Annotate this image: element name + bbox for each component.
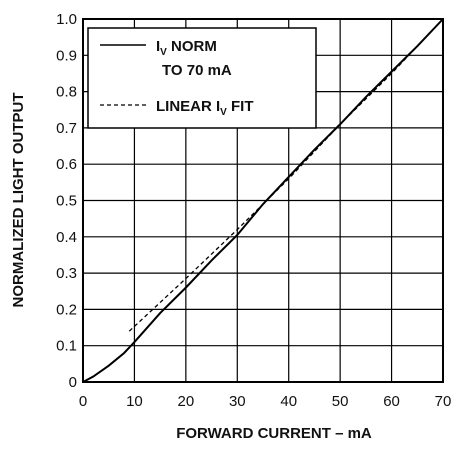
x-tick-label: 50 [332, 393, 349, 410]
y-tick-label: 0.6 [56, 156, 77, 173]
y-tick-label: 0.5 [56, 193, 77, 210]
x-tick-label: 30 [229, 393, 246, 410]
x-tick-label: 0 [79, 393, 87, 410]
y-tick-label: 0.9 [56, 47, 77, 64]
x-tick-label: 40 [280, 393, 297, 410]
y-tick-label: 0.2 [56, 301, 77, 318]
series-norm-line [82, 18, 444, 383]
x-axis-title: FORWARD CURRENT – mA [176, 425, 372, 442]
legend-label-linear: LINEAR IV FIT [156, 98, 254, 118]
legend: IV NORM TO 70 mA LINEAR IV FIT [87, 27, 317, 129]
y-tick-label: 0.4 [56, 229, 77, 246]
x-tick-label: 20 [178, 393, 195, 410]
plot-frame [82, 18, 444, 383]
legend-box [87, 27, 317, 129]
y-axis-ticks: 0 0.1 0.2 0.3 0.4 0.5 0.6 0.7 0.8 0.9 1.0 [56, 11, 77, 391]
y-tick-label: 0.8 [56, 84, 77, 101]
x-tick-label: 70 [435, 393, 452, 410]
y-tick-label: 1.0 [56, 11, 77, 28]
legend-label-norm-line2: TO 70 mA [162, 62, 232, 79]
y-tick-label: 0.3 [56, 265, 77, 282]
legend-label-norm: IV NORM [156, 38, 217, 58]
x-axis-ticks: 0 10 20 30 40 50 60 70 [79, 393, 452, 410]
x-tick-label: 10 [126, 393, 143, 410]
y-tick-label: 0 [69, 374, 77, 391]
y-tick-label: 0.7 [56, 120, 77, 137]
x-tick-label: 60 [383, 393, 400, 410]
series-layer [82, 18, 444, 383]
y-axis-title: NORMALIZED LIGHT OUTPUT [10, 93, 27, 308]
series-linear-fit-line [128, 18, 444, 332]
y-tick-label: 0.1 [56, 338, 77, 355]
